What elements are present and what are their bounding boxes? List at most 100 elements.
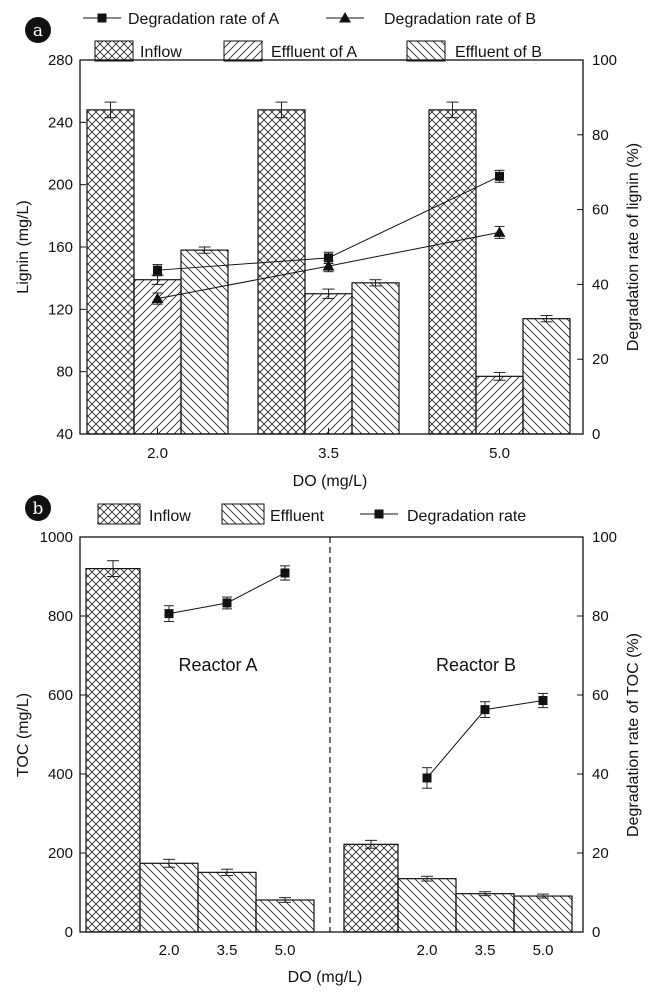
point-rate-reactor-a-2.0 [164,609,174,619]
legend-swatch-effluent-of-b [406,40,446,62]
panel-a-label-circle [25,17,51,43]
errorbar-b-effluent-reactor-a-3.5 [221,868,233,877]
errorbar-b-inflow-reactor-a [107,560,119,577]
panel-b-y2tick-label-60: 60 [592,687,609,704]
legend-marker-triangle-b [339,12,351,23]
legend-label-inflow: Inflow [140,44,182,61]
point-rate-reactor-a-5.0 [280,568,290,578]
errorbar-a-effluent-of-b-2.0 [198,246,211,254]
panel-b-y2tick-label-100: 100 [592,529,617,546]
bar-b-inflow-reactor-a [85,567,141,933]
errorbar-a-inflow-3.5 [275,101,288,119]
legend-swatch-effluent-b [221,503,265,525]
panel-b-label: b [33,499,44,519]
legend-label-inflow-b: Inflow [149,508,191,525]
panel-a-ytick-label-240: 240 [48,114,73,131]
point-rate-a-5.0 [495,171,504,181]
bar-b-effluent-reactor-b-2.0 [397,878,457,933]
errorbar-a-effluent-of-b-3.5 [369,279,382,287]
panel-a-ytick-label-160: 160 [48,239,73,256]
panel-a-y2tick-label-80: 80 [592,127,609,144]
panel-a-y2tick-label-40: 40 [592,276,609,293]
point-rate-reactor-b-3.5 [480,705,490,715]
panel-a-y2tick-label-20: 20 [592,351,609,368]
panel-a-y2label: Degradation rate of lignin (%) [625,143,642,351]
annotation-reactor-b: Reactor B [436,655,516,675]
panel-b-y2tick-label-0: 0 [592,924,600,941]
bar-b-effluent-reactor-b-3.5 [455,893,515,933]
panel-b-y2tick-label-20: 20 [592,845,609,862]
panel-a-label: a [33,21,43,41]
panel-b-y2tick-label-40: 40 [592,766,609,783]
panel-a-ylabel: Lignin (mg/L) [15,200,32,293]
point-rate-reactor-a-3.5 [222,598,232,608]
panel-b-label-circle [25,495,51,521]
legend-label-rate-a: Degradation rate of A [128,11,280,28]
panel-b-ytick-label-800: 800 [48,608,73,625]
panel-b-xtick-label-reactor-b-3.5: 3.5 [475,942,496,959]
panel-b-ytick-label-0: 0 [65,924,73,941]
legend-swatch-effluent-of-a [223,40,263,62]
panel-a-xlabel: DO (mg/L) [293,473,368,490]
bar-a-effluent-of-b-2.0 [180,249,229,435]
legend-label-effluent-of-a: Effluent of A [271,44,357,61]
errorbar-a-effluent-of-a-5.0 [493,371,506,381]
point-rate-b-3.5 [322,260,335,271]
bar-b-inflow-reactor-b [343,843,399,933]
point-rate-a-3.5 [324,253,333,263]
panel-b-xtick-label-reactor-a-3.5: 3.5 [217,942,238,959]
panel-b-xtick-label-reactor-a-2.0: 2.0 [159,942,180,959]
errorbar-b-effluent-reactor-b-2.0 [421,875,433,882]
legend-swatch-inflow [94,40,134,62]
errorbar-a-inflow-2.0 [104,101,117,119]
panel-b-xtick-label-reactor-a-5.0: 5.0 [275,942,296,959]
bar-b-effluent-reactor-a-2.0 [139,862,199,933]
panel-a-xtick-label-3.5: 3.5 [318,445,339,462]
legend-label-rate: Degradation rate [407,508,526,525]
legend-marker-square-rate [374,509,384,519]
errorbar-b-effluent-reactor-a-5.0 [279,897,291,903]
errorbar-b-effluent-reactor-b-3.5 [479,891,491,897]
bar-b-effluent-reactor-a-3.5 [197,871,257,933]
panel-a-ytick-label-80: 80 [56,364,73,381]
panel-a-ytick-label-120: 120 [48,301,73,318]
bar-a-inflow-2.0 [86,109,135,435]
point-rate-reactor-b-5.0 [538,696,548,706]
legend-label-effluent-b: Effluent [270,508,325,525]
bar-b-effluent-reactor-a-5.0 [255,899,315,933]
panel-b-xlabel: DO (mg/L) [288,969,363,986]
panel-b-xtick-label-reactor-b-2.0: 2.0 [417,942,438,959]
panel-b-ytick-label-400: 400 [48,766,73,783]
panel-a-xtick-label-2.0: 2.0 [147,445,168,462]
panel-a-xtick-label-5.0: 5.0 [489,445,510,462]
bar-a-inflow-5.0 [428,109,477,435]
errorbar-b-inflow-reactor-b [365,839,377,849]
bar-a-effluent-of-b-5.0 [522,318,571,435]
legend-label-effluent-of-b: Effluent of B [455,44,542,61]
bar-a-effluent-of-a-5.0 [475,375,524,435]
panel-b-y2label: Degradation rate of TOC (%) [625,633,642,837]
panel-b-ytick-label-200: 200 [48,845,73,862]
panel-b-plot-frame [79,536,584,933]
panel-a-legend-lines [83,12,364,23]
legend-label-rate-b: Degradation rate of B [384,11,536,28]
errorbar-a-effluent-of-b-5.0 [540,315,553,323]
bar-a-effluent-of-b-3.5 [351,282,400,435]
errorbar-b-effluent-reactor-a-2.0 [163,858,175,868]
annotation-reactor-a: Reactor A [178,655,257,675]
panel-b-ytick-label-1000: 1000 [40,529,73,546]
legend-swatch-inflow-b [97,503,141,525]
panel-a-y2tick-label-60: 60 [592,202,609,219]
bar-a-effluent-of-a-3.5 [304,293,353,435]
point-rate-a-2.0 [153,265,162,275]
errorbar-b-effluent-reactor-b-5.0 [537,893,549,899]
panel-a-ytick-label-200: 200 [48,177,73,194]
panel-a-y2tick-label-0: 0 [592,426,600,443]
legend-marker-square-a [97,13,107,23]
panel-b-xtick-label-reactor-b-5.0: 5.0 [533,942,554,959]
errorbar-a-inflow-5.0 [446,101,459,119]
panel-b-y2tick-label-80: 80 [592,608,609,625]
panel-a-ytick-label-40: 40 [56,426,73,443]
